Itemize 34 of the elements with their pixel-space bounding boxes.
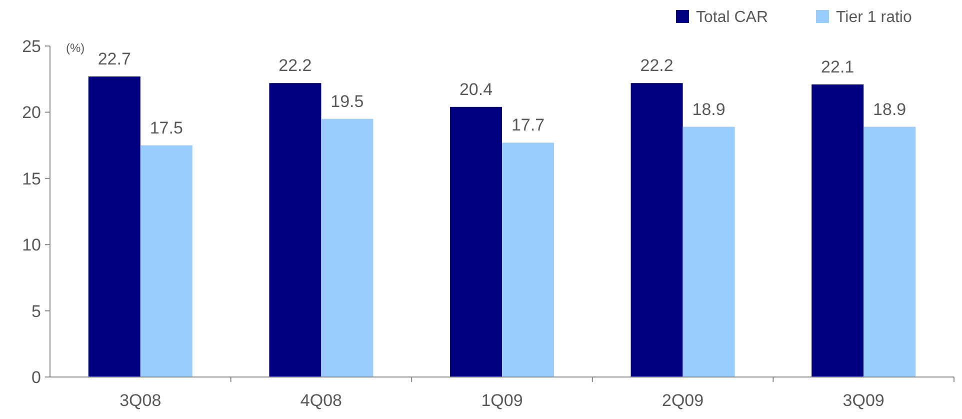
bar xyxy=(630,83,683,377)
legend-label: Tier 1 ratio xyxy=(836,9,912,26)
bar xyxy=(140,145,192,377)
y-tick-label: 25 xyxy=(22,36,41,56)
bar xyxy=(502,142,554,377)
y-tick-label: 5 xyxy=(32,302,41,321)
data-label: 19.5 xyxy=(330,92,364,111)
bar xyxy=(321,118,374,377)
data-label: 17.7 xyxy=(511,116,545,135)
data-label: 22.2 xyxy=(640,56,674,76)
y-axis-title: (%) xyxy=(66,41,85,55)
bar xyxy=(450,106,502,377)
data-label: 17.5 xyxy=(150,118,183,138)
data-label: 18.9 xyxy=(873,100,906,119)
data-label: 22.2 xyxy=(278,56,312,76)
bar xyxy=(812,84,864,377)
y-tick-label: 15 xyxy=(22,169,41,188)
x-tick-label: 2Q09 xyxy=(662,391,704,410)
x-tick-label: 3Q08 xyxy=(120,391,162,410)
x-tick-label: 1Q09 xyxy=(481,391,523,410)
data-label: 22.7 xyxy=(98,49,131,68)
bar xyxy=(88,76,140,377)
x-tick-label: 3Q09 xyxy=(842,391,884,410)
bar xyxy=(682,126,735,377)
y-tick-label: 0 xyxy=(32,368,41,387)
bar xyxy=(269,83,322,377)
data-label: 20.4 xyxy=(459,80,493,99)
data-label: 22.1 xyxy=(821,57,854,76)
data-label: 18.9 xyxy=(692,100,726,119)
y-tick-label: 10 xyxy=(22,236,41,255)
legend-label: Total CAR xyxy=(696,9,768,26)
bar xyxy=(864,126,916,377)
y-tick-label: 20 xyxy=(22,103,41,122)
x-tick-label: 4Q08 xyxy=(300,391,342,410)
